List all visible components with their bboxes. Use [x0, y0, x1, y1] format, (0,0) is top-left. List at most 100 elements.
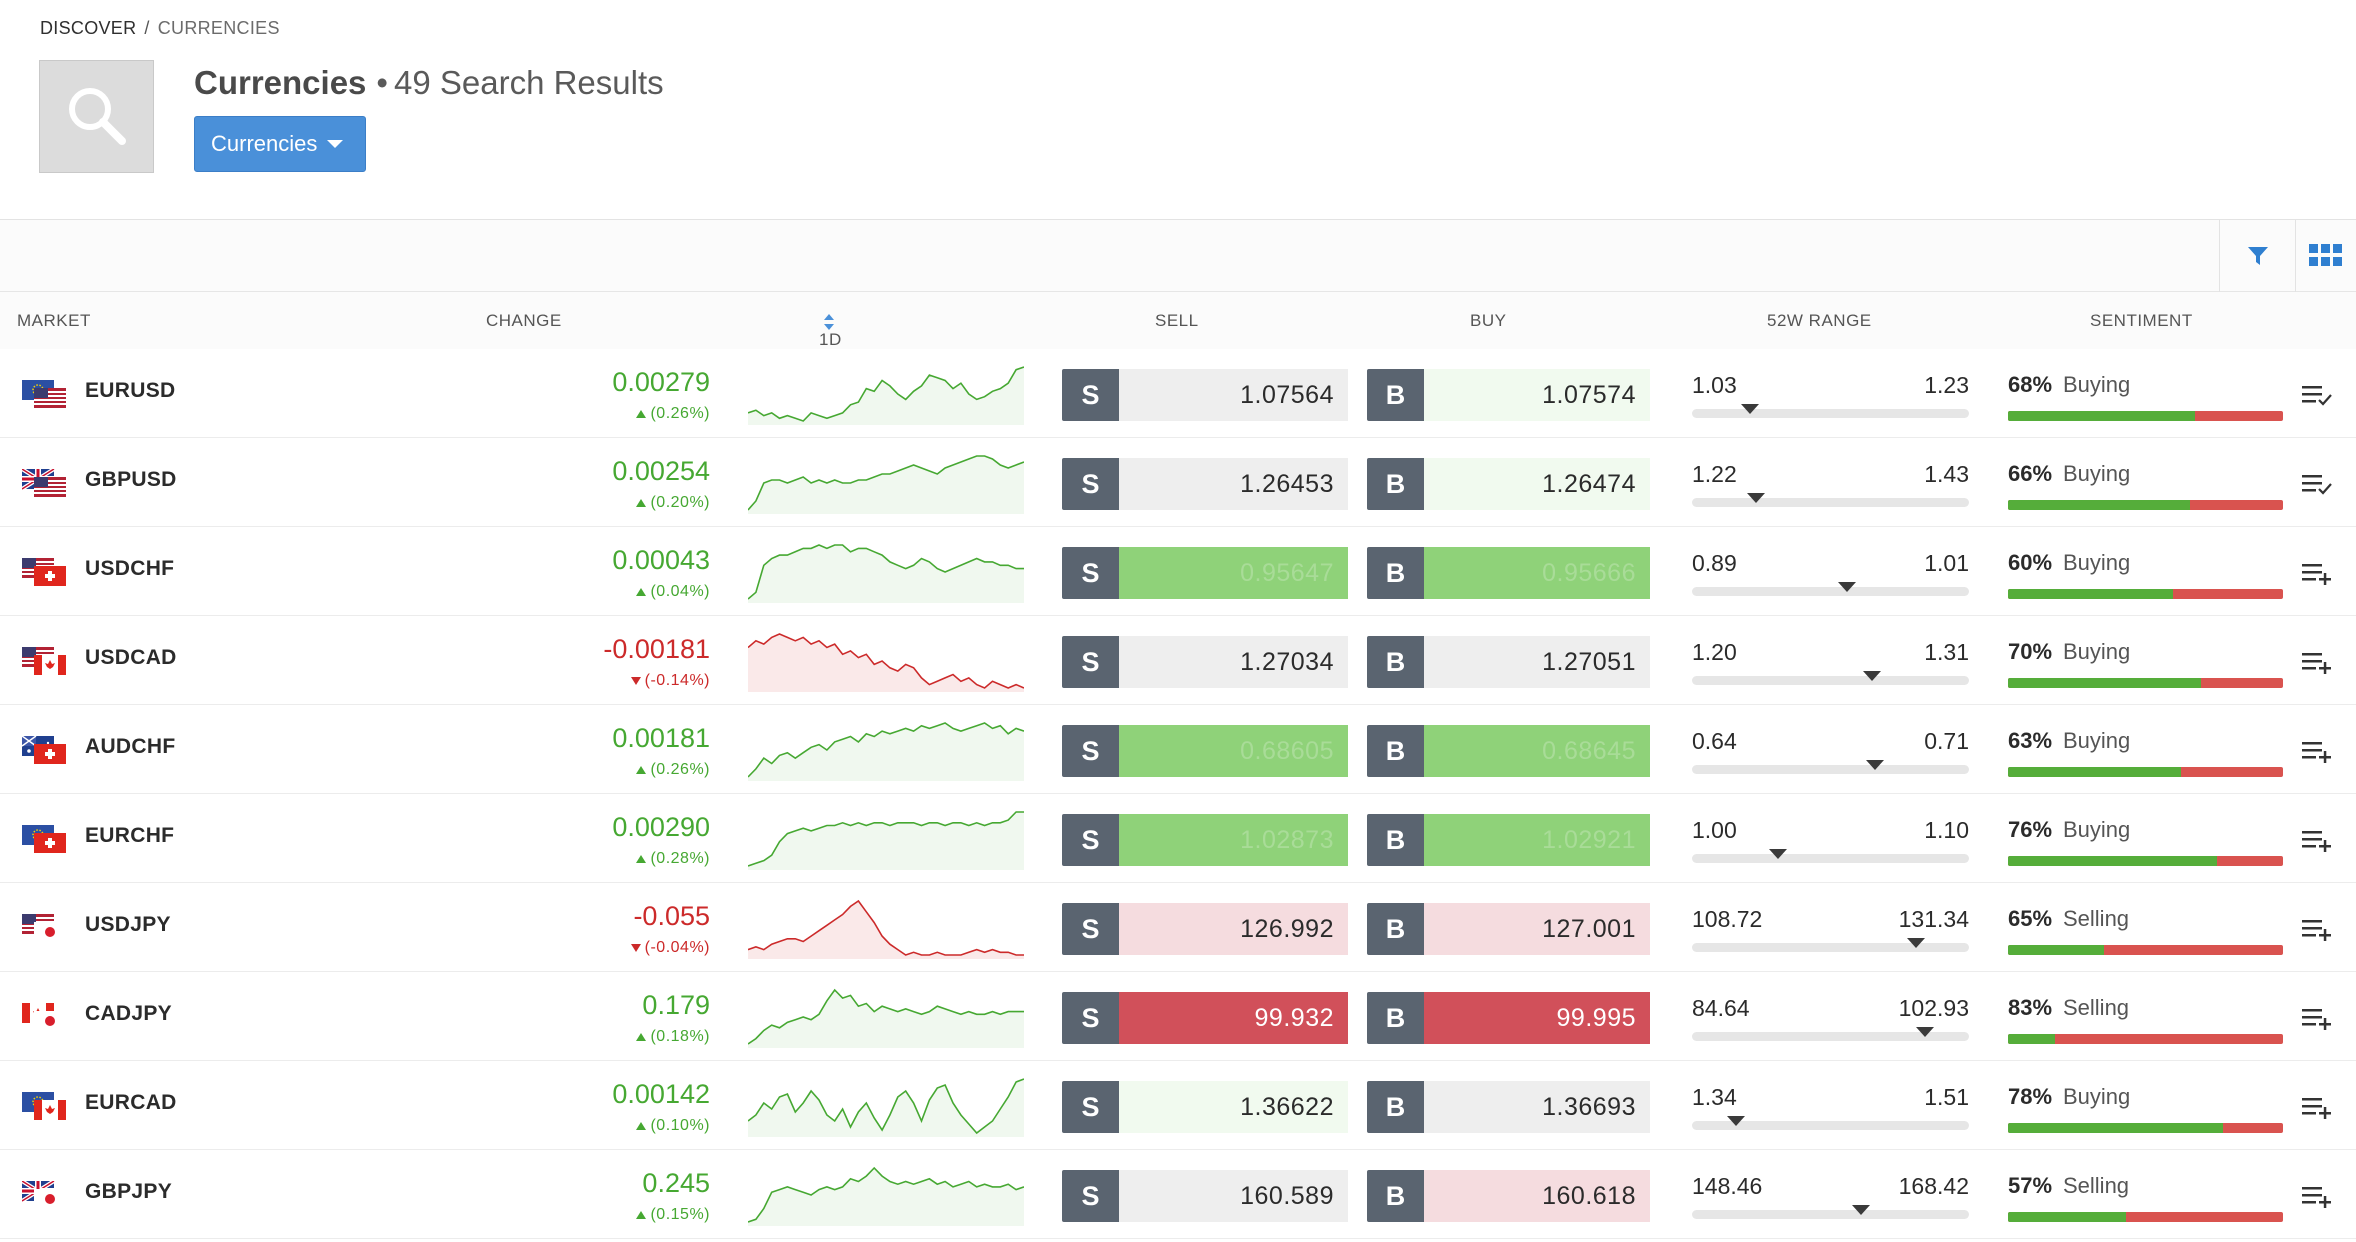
range-high: 1.31	[1924, 639, 1969, 665]
market-symbol[interactable]: EURCHF	[85, 824, 175, 847]
add-to-watchlist-icon[interactable]	[2300, 826, 2336, 854]
sell-button[interactable]: S 126.992	[1062, 903, 1348, 955]
category-dropdown-label: Currencies	[211, 131, 318, 156]
add-to-watchlist-icon[interactable]	[2300, 1093, 2336, 1121]
sell-button[interactable]: S 0.95647	[1062, 547, 1348, 599]
table-row[interactable]: EURCHF 0.00290 (0.28%) S 1.02873 B 1.02921 1.00…	[0, 794, 2356, 883]
range-low: 1.00	[1692, 817, 1737, 843]
sell-button[interactable]: S 99.932	[1062, 992, 1348, 1044]
pair-flag-icon	[22, 1003, 66, 1031]
buy-button[interactable]: B 127.001	[1367, 903, 1650, 955]
buy-tag: B	[1367, 1170, 1424, 1222]
buy-tag: B	[1367, 992, 1424, 1044]
sell-button[interactable]: S 1.02873	[1062, 814, 1348, 866]
buy-button[interactable]: B 1.27051	[1367, 636, 1650, 688]
grid-view-icon[interactable]	[2295, 220, 2356, 292]
arrow-up-icon	[636, 855, 647, 863]
sentiment-label: Buying	[2063, 817, 2131, 842]
change-value: -0.00181	[603, 634, 710, 664]
sell-button[interactable]: S 160.589	[1062, 1170, 1348, 1222]
breadcrumb-discover-link[interactable]: DISCOVER	[40, 18, 137, 38]
table-row[interactable]: USDCHF 0.00043 (0.04%) S 0.95647 B 0.95666 0.89…	[0, 527, 2356, 616]
market-symbol[interactable]: EURCAD	[85, 1091, 177, 1114]
buy-price-box: 1.07574	[1424, 369, 1650, 421]
buy-price-box: 1.26474	[1424, 458, 1650, 510]
buy-price-box: 127.001	[1424, 903, 1650, 955]
watchlist-added-icon[interactable]	[2300, 470, 2336, 498]
column-1d-label: 1D	[819, 330, 842, 349]
market-symbol[interactable]: USDCHF	[85, 557, 175, 580]
buy-button[interactable]: B 1.02921	[1367, 814, 1650, 866]
market-symbol[interactable]: AUDCHF	[85, 735, 176, 758]
sentiment: 57% Selling	[2008, 1150, 2283, 1239]
sell-button[interactable]: S 1.36622	[1062, 1081, 1348, 1133]
sell-button[interactable]: S 0.68605	[1062, 725, 1348, 777]
range-high: 1.43	[1924, 461, 1969, 487]
buy-tag: B	[1367, 458, 1424, 510]
market-symbol[interactable]: USDCAD	[85, 646, 177, 669]
table-row[interactable]: EURUSD 0.00279 (0.26%) S 1.07564 B 1.07574 1.03…	[0, 349, 2356, 438]
sell-tag: S	[1062, 458, 1119, 510]
sentiment: 68% Buying	[2008, 349, 2283, 438]
sell-button[interactable]: S 1.26453	[1062, 458, 1348, 510]
table-row[interactable]: CADJPY 0.179 (0.18%) S 99.932 B 99.995 84.64 102…	[0, 972, 2356, 1061]
category-dropdown[interactable]: Currencies	[194, 116, 366, 172]
column-52w-range[interactable]: 52W RANGE	[1767, 311, 1872, 330]
change-percent-label: (0.26%)	[650, 405, 710, 422]
column-buy[interactable]: BUY	[1470, 311, 1507, 330]
column-1d[interactable]: 1D	[819, 311, 841, 349]
buy-tag: B	[1367, 547, 1424, 599]
table-row[interactable]: GBPUSD 0.00254 (0.20%) S 1.26453 B 1.26474 1.22…	[0, 438, 2356, 527]
sparkline-chart	[747, 541, 1024, 603]
pair-flag-icon	[22, 647, 66, 675]
market-symbol[interactable]: CADJPY	[85, 1002, 172, 1025]
sell-price-box: 1.07564	[1119, 369, 1348, 421]
column-sell[interactable]: SELL	[1155, 311, 1199, 330]
add-to-watchlist-icon[interactable]	[2300, 915, 2336, 943]
sell-tag: S	[1062, 992, 1119, 1044]
table-row[interactable]: GBPJPY 0.245 (0.15%) S 160.589 B 160.618 148.46…	[0, 1150, 2356, 1239]
range-high: 1.51	[1924, 1084, 1969, 1110]
column-change[interactable]: CHANGE	[486, 311, 562, 330]
buy-button[interactable]: B 1.07574	[1367, 369, 1650, 421]
add-to-watchlist-icon[interactable]	[2300, 559, 2336, 587]
sell-tag: S	[1062, 636, 1119, 688]
market-symbol[interactable]: USDJPY	[85, 913, 171, 936]
add-to-watchlist-icon[interactable]	[2300, 1004, 2336, 1032]
add-to-watchlist-icon[interactable]	[2300, 737, 2336, 765]
sort-icon	[824, 313, 834, 330]
add-to-watchlist-icon[interactable]	[2300, 1182, 2336, 1210]
buy-tag: B	[1367, 903, 1424, 955]
sell-tag: S	[1062, 725, 1119, 777]
sell-button[interactable]: S 1.27034	[1062, 636, 1348, 688]
column-sentiment[interactable]: SENTIMENT	[2090, 311, 2193, 330]
sell-button[interactable]: S 1.07564	[1062, 369, 1348, 421]
add-to-watchlist-icon[interactable]	[2300, 648, 2336, 676]
table-row[interactable]: EURCAD 0.00142 (0.10%) S 1.36622 B 1.36693 1.34…	[0, 1061, 2356, 1150]
market-symbol[interactable]: GBPJPY	[85, 1180, 172, 1203]
buy-button[interactable]: B 99.995	[1367, 992, 1650, 1044]
sell-tag: S	[1062, 1081, 1119, 1133]
watchlist-added-icon[interactable]	[2300, 381, 2336, 409]
filter-icon[interactable]	[2219, 220, 2295, 292]
table-row[interactable]: USDJPY -0.055 (-0.04%) S 126.992 B 127.001 108.…	[0, 883, 2356, 972]
market-symbol[interactable]: EURUSD	[85, 379, 176, 402]
sell-price: 0.68605	[1240, 736, 1334, 765]
buy-button[interactable]: B 1.26474	[1367, 458, 1650, 510]
buy-button[interactable]: B 1.36693	[1367, 1081, 1650, 1133]
sentiment-label: Buying	[2063, 461, 2131, 486]
sentiment-bar-fill	[2008, 856, 2217, 866]
table-row[interactable]: AUDCHF 0.00181 (0.26%) S 0.68605 B 0.68645 0.64…	[0, 705, 2356, 794]
sentiment-bar	[2008, 500, 2283, 510]
sell-price-box: 1.36622	[1119, 1081, 1348, 1133]
arrow-up-icon	[636, 499, 647, 507]
buy-button[interactable]: B 0.68645	[1367, 725, 1650, 777]
buy-button[interactable]: B 160.618	[1367, 1170, 1650, 1222]
market-symbol[interactable]: GBPUSD	[85, 468, 177, 491]
page-title: Currencies	[194, 64, 367, 101]
column-market[interactable]: MARKET	[17, 311, 91, 330]
table-row[interactable]: USDCAD -0.00181 (-0.14%) S 1.27034 B 1.27051 1.…	[0, 616, 2356, 705]
buy-button[interactable]: B 0.95666	[1367, 547, 1650, 599]
range-marker	[1727, 1116, 1745, 1126]
sentiment-bar	[2008, 856, 2283, 866]
